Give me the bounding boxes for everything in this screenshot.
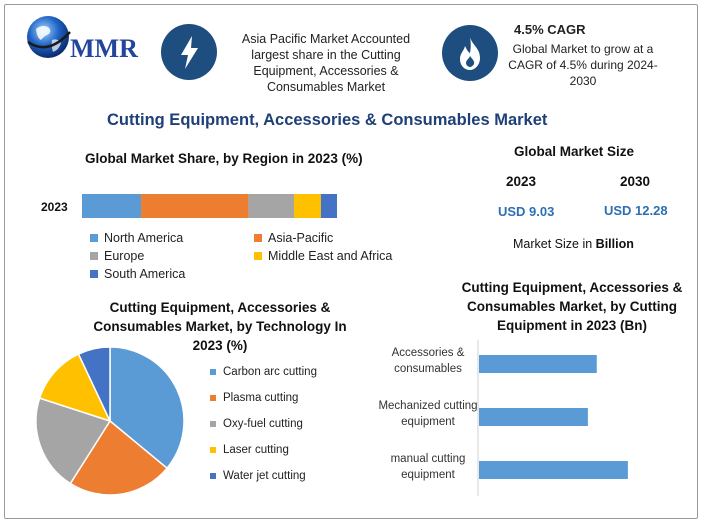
region-chart-category-label: 2023 bbox=[41, 200, 68, 214]
legend-oxy-fuel: Oxy-fuel cutting bbox=[210, 418, 303, 430]
region-chart-title: Global Market Share, by Region in 2023 (… bbox=[85, 151, 363, 166]
legend-label-oxy-fuel: Oxy-fuel cutting bbox=[223, 418, 303, 430]
equipment-category-label: Mechanized cutting bbox=[378, 400, 477, 412]
legend-label-carbon-arc: Carbon arc cutting bbox=[223, 366, 317, 378]
region-highlight-text: Asia Pacific Market Accounted largest sh… bbox=[241, 32, 411, 94]
market-size-value-2023: USD 9.03 bbox=[498, 204, 555, 219]
legend-label-south-america: South America bbox=[104, 267, 186, 281]
pie-slice-oxy-fuel-cutting bbox=[35, 397, 112, 485]
equipment-category-label: equipment bbox=[401, 469, 456, 481]
legend-swatch-middle-east-africa bbox=[254, 252, 262, 260]
legend-plasma: Plasma cutting bbox=[210, 392, 298, 404]
lightning-icon bbox=[161, 24, 217, 80]
equipment-bar-mechanized-cutting-equipment bbox=[479, 408, 588, 426]
legend-carbon-arc: Carbon arc cutting bbox=[210, 366, 317, 378]
market-size-year-2023: 2023 bbox=[506, 174, 537, 189]
cagr-title: 4.5% CAGR bbox=[514, 22, 586, 37]
legend-water-jet: Water jet cutting bbox=[210, 470, 306, 482]
globe-logo-icon bbox=[27, 16, 71, 58]
legend-swatch-plasma bbox=[210, 395, 216, 401]
legend-label-water-jet: Water jet cutting bbox=[223, 470, 306, 482]
legend-swatch-asia-pacific bbox=[254, 234, 262, 242]
pie-slice-water-jet-cutting bbox=[77, 346, 111, 422]
market-size-note-prefix: Market Size in bbox=[513, 237, 596, 251]
technology-chart-title: Cutting Equipment, Accessories & Consuma… bbox=[93, 300, 347, 353]
legend-swatch-water-jet bbox=[210, 473, 216, 479]
legend-north-america: North America bbox=[90, 231, 183, 245]
legend-label-plasma: Plasma cutting bbox=[223, 392, 299, 404]
legend-swatch-oxy-fuel bbox=[210, 421, 216, 427]
legend-south-america: South America bbox=[90, 267, 185, 281]
equipment-chart-title: Cutting Equipment, Accessories & Consuma… bbox=[461, 280, 683, 333]
cagr-description: Global Market to grow at a CAGR of 4.5% … bbox=[508, 42, 658, 88]
legend-label-north-america: North America bbox=[104, 231, 184, 245]
region-bar-segment-europe bbox=[248, 194, 295, 218]
pie-slice-plasma-cutting bbox=[69, 419, 169, 496]
legend-swatch-carbon-arc bbox=[210, 369, 216, 375]
flame-icon bbox=[442, 25, 498, 81]
market-size-title: Global Market Size bbox=[514, 144, 635, 159]
legend-middle-east-africa: Middle East and Africa bbox=[254, 249, 392, 263]
legend-label-middle-east-africa: Middle East and Africa bbox=[268, 249, 393, 263]
technology-pie-chart bbox=[35, 346, 185, 496]
pie-slice-laser-cutting bbox=[38, 353, 112, 423]
legend-swatch-south-america bbox=[90, 270, 98, 278]
market-size-value-2030: USD 12.28 bbox=[604, 203, 668, 218]
infographic-frame bbox=[4, 4, 698, 519]
equipment-category-label: manual cutting bbox=[391, 453, 466, 465]
market-size-year-2030: 2030 bbox=[620, 174, 651, 189]
region-bar-segment-north-america bbox=[82, 194, 142, 218]
legend-label-asia-pacific: Asia-Pacific bbox=[268, 231, 334, 245]
legend-asia-pacific: Asia-Pacific bbox=[254, 231, 333, 245]
equipment-bar-manual-cutting-equipment bbox=[479, 461, 628, 479]
equipment-category-label: consumables bbox=[394, 363, 462, 375]
page-title: Cutting Equipment, Accessories & Consuma… bbox=[107, 111, 548, 129]
region-bar-segment-middle-east-and-africa bbox=[294, 194, 321, 218]
legend-swatch-europe bbox=[90, 252, 98, 260]
equipment-category-label: equipment bbox=[401, 416, 456, 428]
legend-swatch-laser bbox=[210, 447, 216, 453]
equipment-bar-chart: Accessories & consumables Mechanized cutti… bbox=[378, 340, 628, 496]
equipment-bar-accessories-consumables bbox=[479, 355, 597, 373]
legend-swatch-north-america bbox=[90, 234, 98, 242]
equipment-category-label: Accessories & bbox=[392, 347, 465, 359]
market-size-note-unit: Billion bbox=[595, 237, 634, 251]
region-stacked-bar-chart bbox=[82, 194, 337, 218]
region-bar-segment-asia-pacific bbox=[141, 194, 249, 218]
brand-logo-text: MMR bbox=[70, 34, 138, 63]
legend-europe: Europe bbox=[90, 249, 144, 263]
pie-slice-carbon-arc-cutting bbox=[109, 346, 185, 470]
region-bar-segment-south-america bbox=[320, 194, 337, 218]
legend-laser: Laser cutting bbox=[210, 444, 289, 456]
market-size-note: Market Size in Billion bbox=[513, 237, 634, 251]
legend-label-laser: Laser cutting bbox=[223, 444, 289, 456]
legend-label-europe: Europe bbox=[104, 249, 145, 263]
